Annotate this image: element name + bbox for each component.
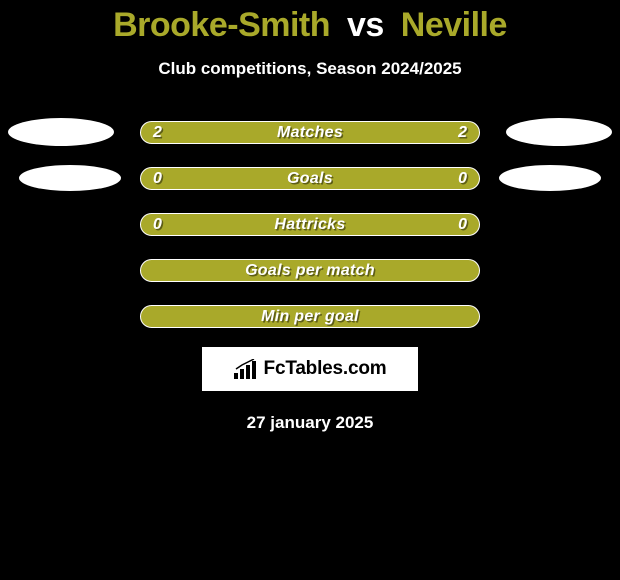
page-title: Brooke-Smith vs Neville: [113, 6, 507, 45]
stat-bar: Min per goal: [140, 305, 480, 328]
stat-left-value: 2: [153, 124, 162, 142]
stat-bar: 2 Matches 2: [140, 121, 480, 144]
stat-label: Goals: [287, 170, 333, 188]
stat-bar: 0 Hattricks 0: [140, 213, 480, 236]
stat-row: 0 Hattricks 0: [0, 213, 620, 236]
stat-row: Goals per match: [0, 259, 620, 282]
player1-name: Brooke-Smith: [113, 6, 330, 44]
ellipse-right: [499, 165, 601, 191]
stat-bar: Goals per match: [140, 259, 480, 282]
stat-left-value: 0: [153, 170, 162, 188]
comparison-card: Brooke-Smith vs Neville Club competition…: [0, 0, 620, 433]
stat-label: Hattricks: [274, 216, 345, 234]
stat-right-value: 2: [458, 124, 467, 142]
stat-label: Goals per match: [245, 262, 375, 280]
player2-name: Neville: [401, 6, 507, 44]
vs-label: vs: [347, 6, 384, 44]
stat-label: Matches: [277, 124, 343, 142]
logo: FcTables.com: [234, 358, 387, 380]
stat-row: Min per goal: [0, 305, 620, 328]
logo-box: FcTables.com: [202, 347, 418, 391]
logo-text: FcTables.com: [264, 358, 387, 380]
stat-bar: 0 Goals 0: [140, 167, 480, 190]
date-label: 27 january 2025: [247, 413, 374, 433]
ellipse-left: [19, 165, 121, 191]
stat-left-value: 0: [153, 216, 162, 234]
stat-right-value: 0: [458, 216, 467, 234]
stat-right-value: 0: [458, 170, 467, 188]
stat-row: 2 Matches 2: [0, 121, 620, 144]
stat-row: 0 Goals 0: [0, 167, 620, 190]
stats-list: 2 Matches 2 0 Goals 0 0 Hattricks 0: [0, 121, 620, 328]
chart-icon: [234, 359, 258, 379]
stat-label: Min per goal: [261, 308, 359, 326]
ellipse-left: [8, 118, 114, 146]
ellipse-right: [506, 118, 612, 146]
subtitle: Club competitions, Season 2024/2025: [158, 59, 461, 79]
